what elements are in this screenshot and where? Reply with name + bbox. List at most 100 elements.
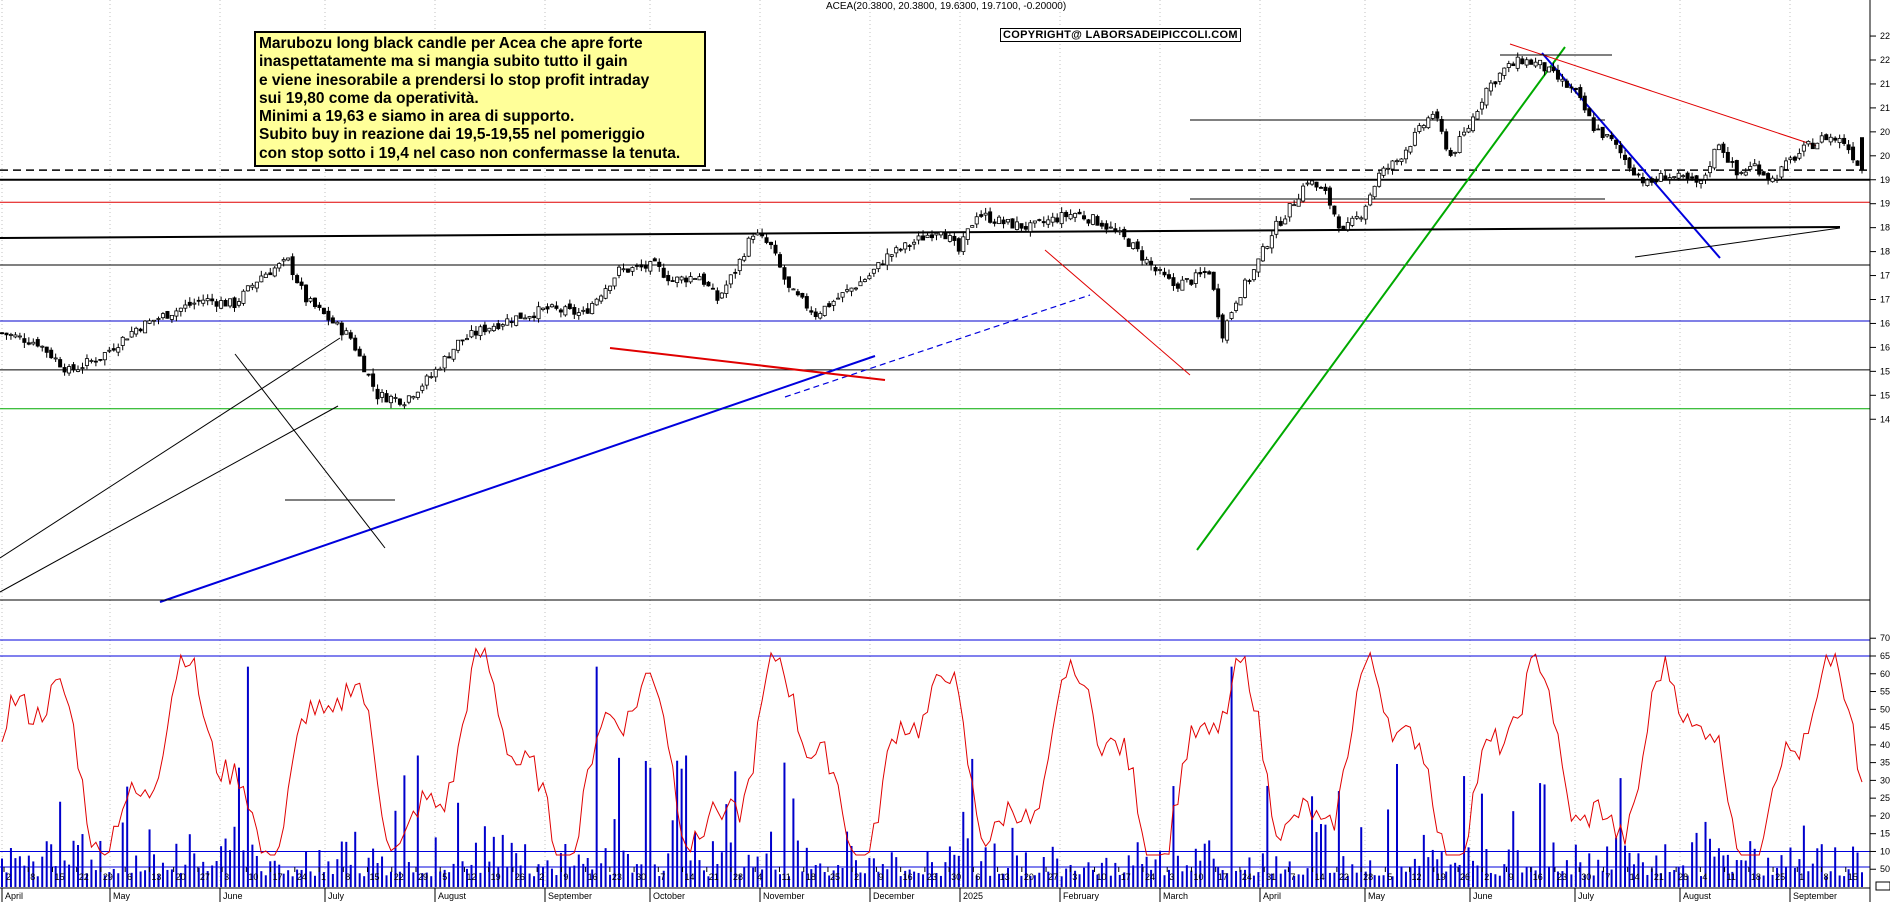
candle-body xyxy=(147,320,152,324)
candle-body xyxy=(1484,87,1489,106)
volume-bar xyxy=(36,876,39,887)
volume-bar xyxy=(1485,849,1488,887)
volume-bar xyxy=(863,873,866,887)
day-label: 23 xyxy=(927,872,937,882)
volume-bar xyxy=(1409,867,1412,887)
volume-bar xyxy=(1275,856,1278,887)
candle-body xyxy=(1645,179,1650,186)
volume-bar xyxy=(1078,874,1081,887)
volume-bar xyxy=(77,845,80,887)
volume-bar xyxy=(1163,875,1166,887)
volume-bar xyxy=(577,854,580,887)
candle-body xyxy=(827,303,832,308)
volume-bar xyxy=(1235,870,1238,887)
volume-bar xyxy=(1570,874,1573,887)
day-label: 2 xyxy=(539,872,544,882)
day-label: 15 xyxy=(1848,872,1858,882)
candle-body xyxy=(321,307,326,315)
volume-bar xyxy=(1203,843,1206,887)
candle-body xyxy=(245,285,250,292)
volume-bar xyxy=(492,836,495,887)
volume-bar xyxy=(1816,848,1819,887)
volume-bar xyxy=(251,844,254,887)
candle-body xyxy=(1265,246,1270,249)
volume-bar xyxy=(1114,862,1117,887)
volume-tick-label: 10000 xyxy=(1880,846,1890,856)
volume-bar xyxy=(890,852,893,887)
candle-body xyxy=(308,298,313,302)
day-label: 24 xyxy=(1242,872,1252,882)
day-label: 30 xyxy=(951,872,961,882)
candle-body xyxy=(818,313,823,319)
candle-body xyxy=(1108,226,1113,229)
day-label: 10 xyxy=(1193,872,1203,882)
price-tick-label: 20.5 xyxy=(1880,127,1890,137)
day-label: 5 xyxy=(442,872,447,882)
candle-body xyxy=(1520,58,1525,65)
candle-body xyxy=(93,360,98,363)
volume-bar xyxy=(1458,864,1461,887)
day-label: 1 xyxy=(1799,872,1804,882)
candle-body xyxy=(755,232,760,236)
candle-body xyxy=(263,273,268,279)
volume-bar xyxy=(1346,875,1349,887)
candle-body xyxy=(1538,59,1543,66)
volume-bar xyxy=(1029,875,1032,887)
volume-bar xyxy=(1239,869,1242,887)
price-tick-label: 16.0 xyxy=(1880,342,1890,352)
candle-body xyxy=(469,330,474,338)
candle-body xyxy=(1475,111,1480,120)
candle-body xyxy=(254,281,259,289)
volume-bar xyxy=(528,873,531,887)
day-label: 4 xyxy=(1702,872,1707,882)
candle-body xyxy=(1010,218,1015,229)
annotation-line: Minimi a 19,63 e siamo in area di suppor… xyxy=(259,108,575,126)
candle-body xyxy=(1828,136,1833,143)
trendline-blue-dashed xyxy=(784,294,1091,398)
candle-body xyxy=(1301,185,1306,202)
candle-body xyxy=(348,332,353,339)
volume-bar xyxy=(1154,859,1157,887)
day-label: 2 xyxy=(6,872,11,882)
candle-body xyxy=(1730,161,1735,163)
candle-body xyxy=(822,305,827,316)
candle-body xyxy=(1448,150,1453,156)
volume-bar xyxy=(130,872,133,887)
candle-body xyxy=(1587,108,1592,117)
candle-body xyxy=(795,291,800,296)
candle-body xyxy=(1770,177,1775,183)
candle-body xyxy=(1855,160,1860,166)
volume-bar xyxy=(1820,844,1823,887)
candle-body xyxy=(442,356,447,369)
volume-bar xyxy=(1391,876,1394,887)
candle-body xyxy=(1399,158,1404,162)
price-tick-label: 19.5 xyxy=(1880,175,1890,185)
candle-body xyxy=(1216,288,1221,318)
candle-body xyxy=(1421,125,1426,129)
candle-body xyxy=(1014,221,1019,230)
candle-body xyxy=(764,237,769,243)
volume-bar xyxy=(1306,868,1309,887)
candle-body xyxy=(1345,222,1350,231)
volume-bar xyxy=(296,869,299,887)
candle-body xyxy=(134,327,139,335)
candle-body xyxy=(281,259,286,262)
volume-bar xyxy=(872,858,875,887)
volume-bar xyxy=(121,822,124,887)
volume-bar xyxy=(1279,873,1282,887)
candle-body xyxy=(652,258,657,262)
candle-body xyxy=(1766,173,1771,180)
candle-body xyxy=(424,375,429,386)
volume-bar xyxy=(1691,842,1694,887)
day-label: 3 xyxy=(1169,872,1174,882)
volume-bar xyxy=(707,876,710,887)
candle-body xyxy=(572,307,577,315)
month-label: September xyxy=(548,891,592,901)
volume-bar xyxy=(966,838,969,887)
candle-body xyxy=(970,225,975,228)
candle-body xyxy=(1064,211,1069,218)
volume-bar xyxy=(1217,866,1220,887)
volume-bar xyxy=(5,872,8,887)
candle-body xyxy=(1207,271,1212,275)
